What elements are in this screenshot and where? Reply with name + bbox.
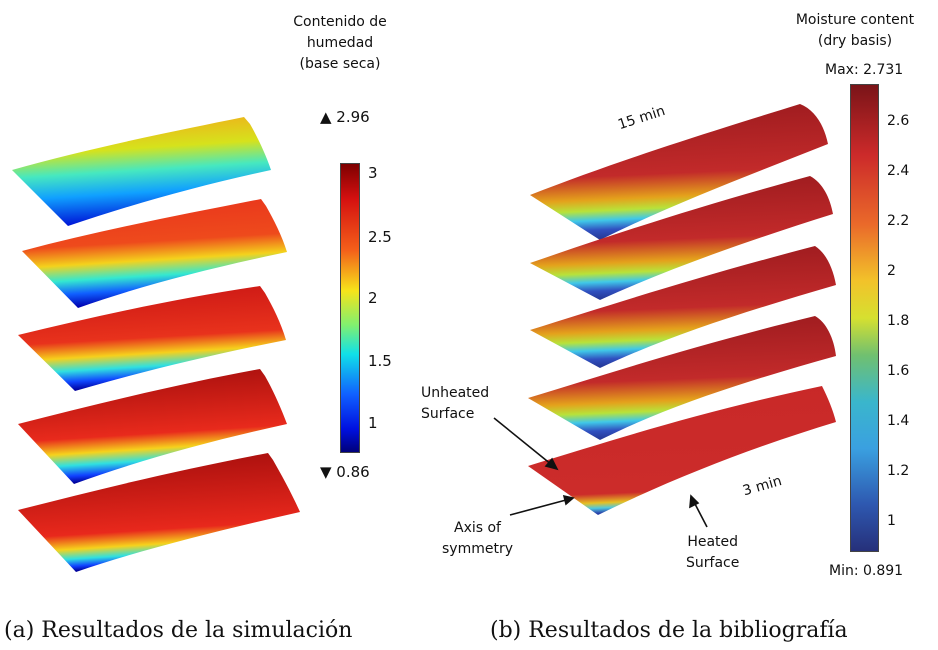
right-max-label: Max: 2.731 [825, 62, 904, 78]
right-legend-title: Moisture content (dry basis) [770, 10, 938, 52]
axis-of-symmetry-line: Axis of [454, 520, 501, 536]
left-legend-title-line: humedad [306, 35, 374, 51]
heated-surface-label: Heated Surface [686, 532, 739, 574]
heated-surface-line: Surface [686, 555, 740, 571]
right-slab-4 [528, 316, 836, 440]
right-slab-2 [530, 176, 833, 300]
left-min-label: ▼ 0.86 [320, 463, 370, 481]
right-colorbar [850, 84, 879, 552]
right-colorbar-tick-label: 2.2 [887, 213, 910, 229]
right-colorbar-tick-label: 1.2 [887, 463, 910, 479]
left-legend-title: Contenido de humedad (base seca) [265, 12, 415, 75]
heated-surface-line: Heated [687, 534, 739, 550]
left-colorbar-tick-label: 3 [368, 164, 378, 182]
axis-of-symmetry-label: Axis of symmetry [442, 518, 513, 560]
right-colorbar-tick-label: 2.4 [887, 163, 910, 179]
caption-left: (a) Resultados de la simulación [4, 618, 353, 643]
left-colorbar-tick-label: 2 [368, 289, 378, 307]
left-colorbar-tick-label: 1.5 [368, 352, 392, 370]
right-colorbar-tick-label: 1.6 [887, 363, 910, 379]
right-colorbar-tick-label: 2.6 [887, 113, 910, 129]
right-min-label: Min: 0.891 [829, 563, 904, 579]
unheated-surface-line: Surface [421, 406, 475, 422]
right-slab-5 [528, 386, 836, 515]
left-slab-2 [22, 199, 287, 308]
right-colorbar-tick-label: 1.8 [887, 313, 910, 329]
left-slab-1 [12, 117, 271, 226]
right-slab-3 [530, 246, 836, 368]
right-colorbar-tick-label: 1 [887, 513, 896, 529]
axis-of-symmetry-line: symmetry [442, 541, 513, 557]
right-colorbar-tick-label: 1.4 [887, 413, 910, 429]
left-slab-4 [18, 369, 287, 484]
unheated-surface-line: Unheated [421, 385, 490, 401]
right-legend-title-line: Moisture content [795, 12, 915, 28]
left-legend-title-line: Contenido de [293, 14, 387, 30]
right-legend-title-line: (dry basis) [817, 33, 893, 49]
right-slab-1 [530, 104, 828, 240]
left-colorbar-tick-label: 1 [368, 414, 378, 432]
left-max-label: ▲ 2.96 [320, 108, 370, 126]
caption-right: (b) Resultados de la bibliografía [490, 618, 848, 643]
unheated-surface-label: Unheated Surface [421, 383, 489, 425]
left-colorbar-tick-label: 2.5 [368, 228, 392, 246]
left-slab-3 [18, 286, 286, 391]
right-colorbar-tick-label: 2 [887, 263, 896, 279]
left-slab-5 [18, 453, 300, 572]
left-legend-title-line: (base seca) [299, 56, 381, 72]
left-colorbar [340, 163, 360, 453]
annotation-arrows [493, 417, 708, 528]
